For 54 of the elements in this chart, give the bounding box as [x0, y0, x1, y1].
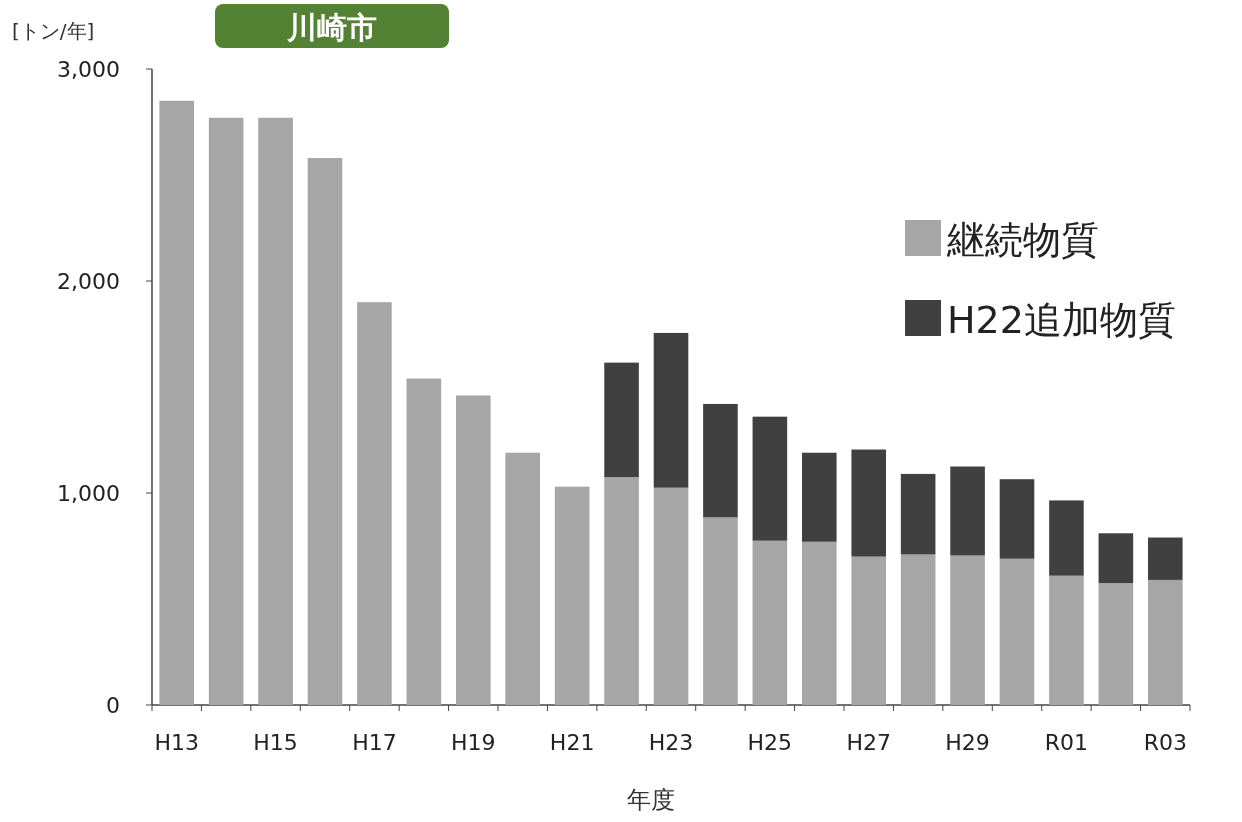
bar	[604, 477, 639, 705]
y-tick-label: 3,000	[57, 57, 120, 82]
x-tick-label: H13	[154, 730, 199, 755]
bar	[1098, 583, 1134, 705]
bar	[851, 556, 887, 705]
legend-label: H22追加物質	[947, 298, 1176, 342]
x-tick-label: H29	[945, 730, 990, 755]
y-tick-label: 0	[106, 693, 120, 718]
bar	[999, 558, 1035, 705]
bar	[1049, 575, 1084, 705]
bar	[406, 378, 442, 705]
bar	[851, 449, 887, 557]
title: 川崎市	[215, 4, 449, 48]
x-tick-label: H17	[352, 730, 397, 755]
bar	[1147, 579, 1183, 705]
x-tick-label: H15	[253, 730, 298, 755]
bar	[307, 158, 343, 705]
x-tick-label: H19	[451, 730, 496, 755]
x-tick-label: R01	[1044, 730, 1089, 755]
bar	[999, 479, 1035, 559]
bar	[900, 473, 936, 555]
x-tick-label: H23	[648, 730, 694, 755]
legend-label: 継続物質	[946, 218, 1099, 262]
y-tick-label: 2,000	[57, 269, 120, 294]
bar	[258, 117, 293, 705]
bar	[900, 554, 936, 705]
bar	[357, 302, 392, 705]
x-tick-label: H21	[549, 730, 595, 755]
bar	[554, 486, 590, 705]
bar	[1049, 500, 1084, 576]
bar	[801, 541, 837, 705]
x-axis-title: 年度	[627, 786, 675, 814]
bar	[752, 540, 788, 705]
bar	[752, 416, 788, 541]
bar	[505, 452, 541, 705]
bar	[455, 395, 491, 705]
bar	[653, 332, 689, 488]
bar	[159, 100, 195, 705]
bar	[604, 362, 639, 478]
bar	[950, 466, 985, 556]
bar	[653, 487, 689, 705]
bar	[801, 452, 837, 542]
y-tick-label: 1,000	[57, 481, 120, 506]
chart-title: 川崎市	[286, 10, 377, 45]
bar	[703, 403, 738, 518]
x-tick-label: H27	[846, 730, 891, 755]
x-tick-label: R03	[1143, 730, 1187, 755]
bar	[208, 117, 244, 705]
bar	[950, 555, 985, 705]
bar	[703, 517, 738, 705]
bar	[1098, 533, 1134, 584]
x-tick-label: H25	[747, 730, 793, 755]
bar	[1147, 537, 1183, 580]
y-axis-title: [トン/年]	[12, 19, 95, 43]
